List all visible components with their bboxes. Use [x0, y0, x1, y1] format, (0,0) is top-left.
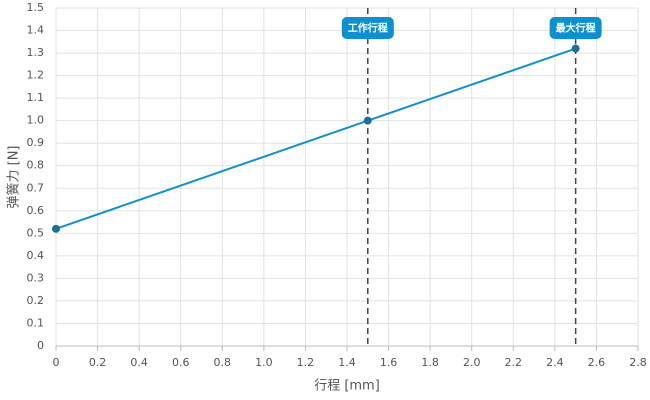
y-tick-label: 1.0: [27, 114, 45, 127]
x-tick-label: 1.4: [338, 356, 356, 369]
data-point: [52, 224, 60, 233]
y-tick-label: 0.9: [27, 136, 45, 149]
x-tick-label: 0.6: [172, 356, 190, 369]
y-tick-label: 0.3: [27, 271, 45, 284]
y-tick-label: 1.1: [27, 91, 45, 104]
x-tick-label: 2.6: [588, 356, 606, 369]
y-tick-label: 0.4: [27, 249, 45, 262]
y-tick-label: 0.6: [27, 204, 45, 217]
y-tick-label: 0.1: [27, 316, 45, 329]
y-tick-label: 1.3: [27, 46, 45, 59]
x-tick-label: 2.2: [505, 356, 523, 369]
x-axis-label: 行程 [mm]: [314, 379, 380, 394]
x-tick-label: 1.8: [421, 356, 439, 369]
y-tick-label: 0.5: [27, 226, 45, 239]
y-axis-label: 弹簧力 [N]: [6, 145, 22, 208]
x-tick-label: 1.0: [255, 356, 273, 369]
data-point: [363, 116, 372, 125]
annotation-label: 工作行程: [348, 22, 388, 35]
y-tick-label: 0.8: [27, 159, 45, 172]
x-tick-label: 0: [53, 356, 60, 369]
y-tick-label: 0.7: [27, 181, 45, 194]
y-tick-label: 0.2: [27, 294, 45, 307]
data-point: [571, 44, 580, 53]
x-tick-label: 1.2: [297, 356, 315, 369]
y-tick-label: 1.2: [27, 69, 45, 82]
y-tick-label: 1.5: [27, 1, 45, 14]
y-tick-label: 1.4: [27, 24, 45, 37]
x-tick-label: 0.4: [130, 356, 148, 369]
x-tick-label: 1.6: [380, 356, 398, 369]
x-tick-label: 2.4: [546, 356, 564, 369]
x-tick-label: 2.8: [629, 356, 647, 369]
x-tick-label: 2.0: [463, 356, 481, 369]
x-tick-label: 0.8: [214, 356, 232, 369]
annotation-box: [549, 17, 602, 39]
annotation-box: [341, 17, 394, 39]
annotation-label: 最大行程: [556, 22, 596, 35]
y-tick-label: 0: [37, 339, 44, 352]
x-tick-label: 0.2: [89, 356, 107, 369]
